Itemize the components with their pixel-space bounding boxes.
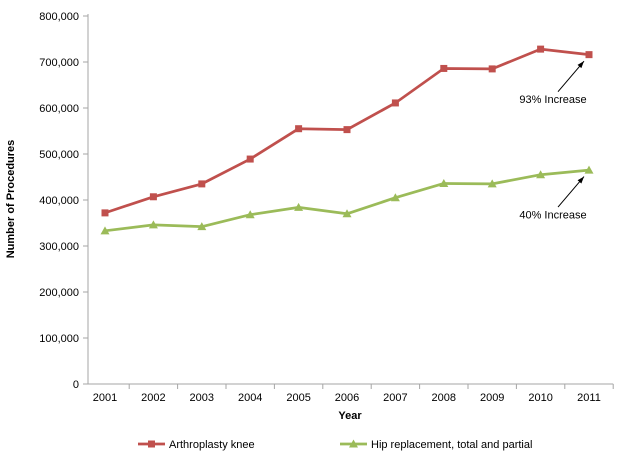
data-point [488, 65, 496, 73]
annotation-label: 93% Increase [519, 94, 586, 106]
x-tick-label: 2008 [432, 392, 456, 404]
legend-item: Hip replacement, total and partial [340, 439, 532, 451]
data-point [584, 165, 594, 174]
y-tick-label: 400,000 [39, 195, 79, 207]
x-tick-label: 2005 [286, 392, 310, 404]
data-point [342, 209, 352, 218]
data-point [148, 220, 158, 229]
series-line-1 [104, 168, 590, 233]
legend-group: Arthroplasty knee Hip replacement, total … [138, 439, 532, 451]
x-tick-label: 2001 [93, 392, 117, 404]
y-tick-label: 100,000 [39, 333, 79, 345]
annotation-arrowhead [577, 176, 584, 184]
x-tick-label: 2003 [190, 392, 214, 404]
data-point [487, 179, 497, 188]
y-axis-title: Number of Procedures [5, 140, 17, 259]
data-point [537, 45, 545, 53]
y-tick-label: 500,000 [39, 149, 79, 161]
x-tick-label: 2002 [141, 392, 165, 404]
legend-label: Arthroplasty knee [169, 439, 255, 451]
data-point [390, 193, 400, 202]
legend-marker-square [148, 440, 155, 448]
data-point [439, 178, 449, 187]
data-point [101, 209, 109, 217]
series-group [100, 45, 594, 235]
data-point [100, 226, 110, 235]
legend-marker-triangle [349, 439, 358, 448]
y-tick-label: 200,000 [39, 287, 79, 299]
data-point [440, 64, 448, 72]
data-point [295, 125, 303, 133]
y-tick-label: 700,000 [39, 57, 79, 69]
data-point [391, 99, 399, 107]
annotations-group: 93% Increase 40% Increase [519, 60, 587, 222]
x-tick-label: 2010 [528, 392, 552, 404]
x-tick-label: 2009 [480, 392, 504, 404]
data-point [343, 126, 351, 134]
data-point [245, 210, 255, 219]
x-tick-label: 2004 [238, 392, 262, 404]
x-axis-title: Year [338, 410, 362, 422]
y-tick-label: 600,000 [39, 103, 79, 115]
legend-item: Arthroplasty knee [138, 439, 255, 451]
y-tick-label: 0 [73, 379, 79, 391]
data-point [197, 222, 207, 231]
legend-label: Hip replacement, total and partial [371, 439, 532, 451]
y-tick-label: 300,000 [39, 241, 79, 253]
data-point [585, 51, 593, 59]
data-point [149, 193, 157, 201]
data-point [246, 155, 254, 163]
y-tick-label: 800,000 [39, 11, 79, 23]
data-point [198, 180, 206, 188]
annotation-label: 40% Increase [519, 210, 586, 222]
axes-group: 0 100,000 200,000 300,000 400,000 500,000 600,… [39, 11, 614, 404]
x-tick-label: 2007 [383, 392, 407, 404]
data-point [536, 170, 546, 179]
x-tick-label: 2011 [577, 392, 601, 404]
x-tick-label: 2006 [335, 392, 359, 404]
annotation-arrowhead [577, 61, 584, 69]
data-point [294, 202, 304, 211]
